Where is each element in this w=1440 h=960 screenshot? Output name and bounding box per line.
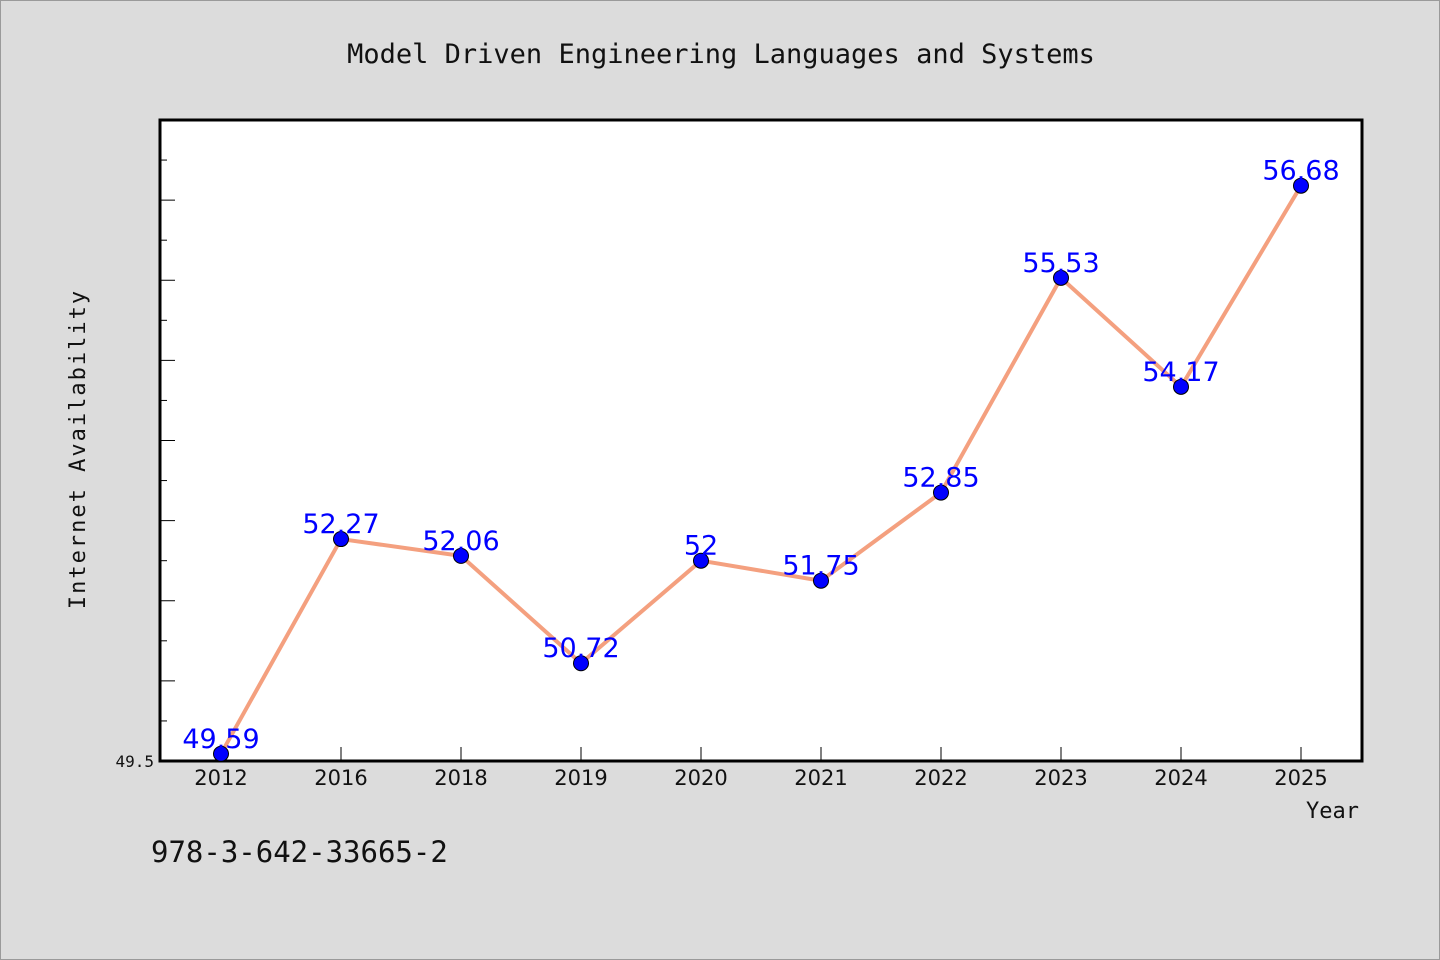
data-point <box>573 655 589 672</box>
isbn-text: 978-3-642-33665-2 <box>151 835 448 869</box>
data-point <box>213 745 229 762</box>
data-point <box>333 531 349 548</box>
data-point <box>933 484 949 501</box>
plot-area <box>158 118 1364 763</box>
y-axis-label: Internet Availability <box>66 289 91 609</box>
x-tick-label: 2024 <box>1154 766 1207 790</box>
data-label: 52.85 <box>902 463 979 494</box>
x-tick-label: 2019 <box>554 766 607 790</box>
y-tick-label: 49.5 <box>115 752 154 771</box>
data-label: 54.17 <box>1142 357 1219 388</box>
data-label: 51.75 <box>782 551 859 582</box>
data-label: 52.27 <box>302 509 379 540</box>
x-tick-label: 2022 <box>914 766 967 790</box>
data-label: 50.72 <box>542 633 619 664</box>
data-label-layer: 49.59 52.27 52.06 50.72 52 51.75 52.85 55.53 54.… <box>182 156 1339 755</box>
chart-title: Model Driven Engineering Languages and S… <box>347 39 1095 70</box>
series-layer <box>213 177 1309 762</box>
series-line <box>219 183 1303 756</box>
data-point <box>1293 177 1309 194</box>
data-label: 49.59 <box>182 724 259 755</box>
data-label: 52 <box>684 531 718 562</box>
x-axis-label: Year <box>1306 799 1359 824</box>
data-label: 56.68 <box>1262 156 1339 187</box>
data-point <box>693 552 709 569</box>
data-point <box>813 572 829 589</box>
x-tick-label: 2021 <box>794 766 847 790</box>
x-tick-label: 2012 <box>194 766 247 790</box>
x-tick-label: 2023 <box>1034 766 1087 790</box>
data-point <box>1173 378 1189 395</box>
x-tick-label: 2016 <box>314 766 367 790</box>
data-label: 52.06 <box>422 526 499 557</box>
data-point <box>1053 269 1069 286</box>
x-tick-label: 2025 <box>1274 766 1327 790</box>
data-label: 55.53 <box>1022 248 1099 279</box>
x-axis-ticks: 2012 2016 2018 2019 2020 2021 2022 2023 2024 2025 <box>194 747 1328 790</box>
x-tick-label: 2018 <box>434 766 487 790</box>
y-axis-ticks: 49.5 <box>115 119 175 771</box>
data-point <box>453 547 469 564</box>
x-tick-label: 2020 <box>674 766 727 790</box>
